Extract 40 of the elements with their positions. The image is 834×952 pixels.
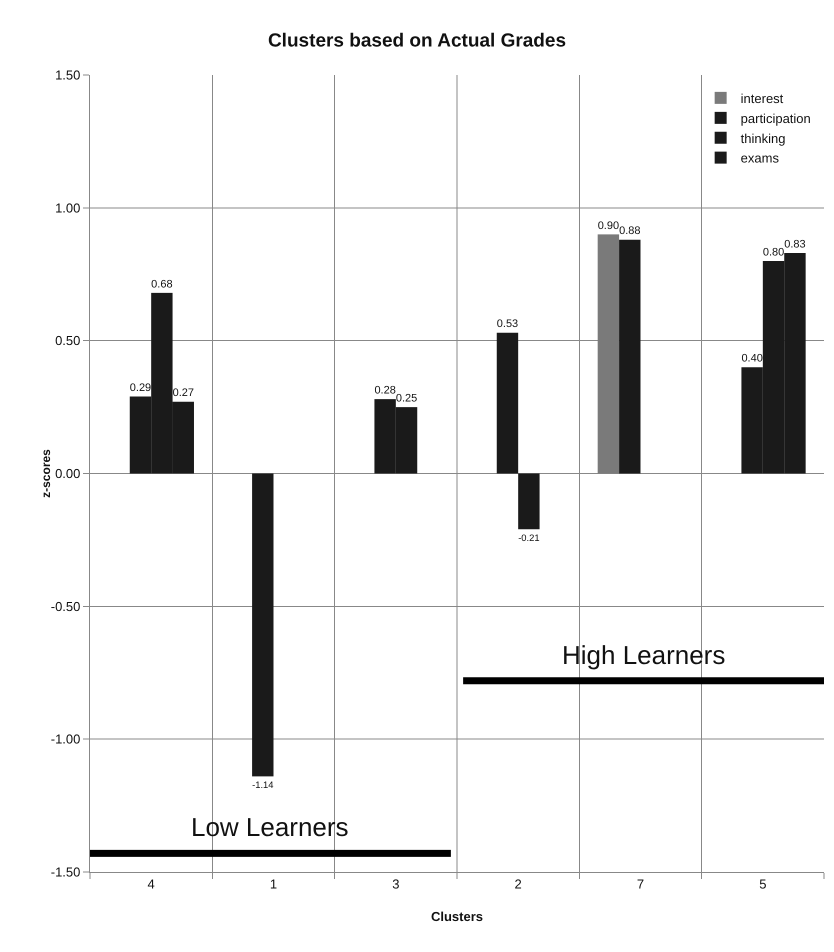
data-label: 0.27 [172, 387, 194, 400]
data-label: 0.25 [396, 392, 418, 405]
legend-label: participation [740, 110, 811, 126]
data-label: 0.29 [130, 382, 152, 394]
data-label: 0.88 [619, 225, 640, 238]
y-tick-label: -1.00 [50, 732, 80, 747]
bar [496, 332, 518, 474]
data-label: 0.90 [598, 220, 620, 232]
y-tick-label: 1.50 [55, 68, 80, 83]
data-label: -1.14 [252, 779, 274, 790]
ref-line-label: High Learners [562, 640, 726, 670]
ref-line-label: Low Learners [191, 812, 349, 842]
chart-title: Clusters based on Actual Grades [268, 30, 566, 52]
data-label: 0.83 [784, 238, 806, 250]
x-axis-title: Clusters [430, 909, 484, 924]
bar [252, 474, 274, 776]
bar [598, 234, 620, 474]
bar [518, 474, 540, 530]
y-tick-label: 1.00 [55, 200, 80, 216]
y-tick-label: 0.00 [55, 466, 80, 482]
y-tick-label: -1.50 [50, 864, 80, 880]
legend-label: exams [740, 150, 780, 166]
x-tick-label: 5 [759, 876, 766, 892]
x-tick-label: 1 [270, 876, 278, 892]
bar [619, 240, 640, 474]
legend-label: interest [740, 90, 784, 106]
x-tick-label: 7 [636, 876, 644, 892]
y-tick-label: 0.50 [55, 333, 80, 348]
x-tick-label: 4 [148, 876, 155, 892]
x-tick-label: 3 [392, 876, 400, 892]
data-label: 0.80 [762, 246, 784, 258]
data-label: 0.40 [741, 352, 763, 365]
y-axis-title: z-scores [39, 448, 54, 498]
data-label: 0.28 [374, 384, 396, 397]
legend-label: thinking [740, 130, 786, 146]
y-tick-label: -0.50 [50, 598, 80, 614]
data-label: -0.21 [518, 532, 540, 543]
data-label: 0.53 [496, 318, 518, 330]
x-tick-label: 2 [514, 876, 522, 892]
data-label: 0.68 [151, 278, 173, 290]
